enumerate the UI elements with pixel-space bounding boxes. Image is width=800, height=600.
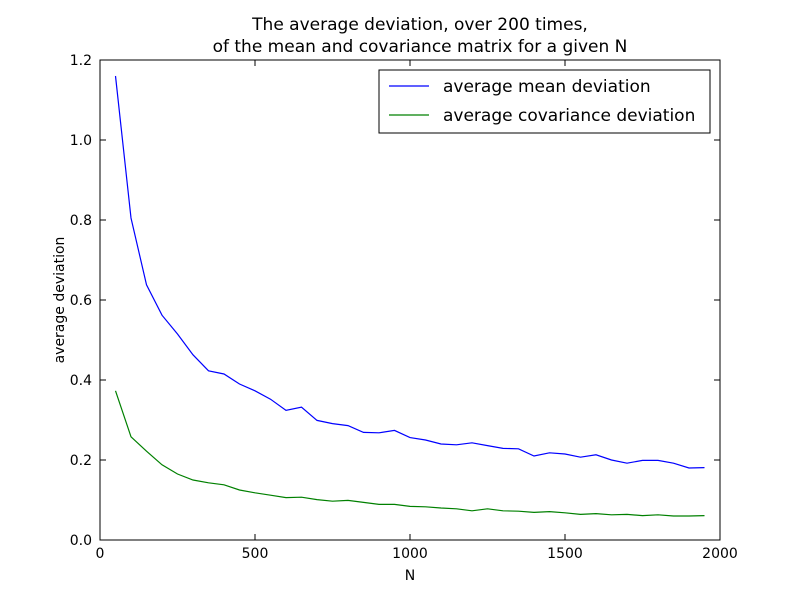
- chart-title-line2: of the mean and covariance matrix for a …: [213, 37, 628, 57]
- legend-label-mean: average mean deviation: [443, 77, 651, 97]
- tick-layer: 0 500 1000 1500 2000 0.0 0.2 0.4 0.6 0.8 1.0 1.2: [70, 53, 738, 562]
- x-axis-label: N: [405, 568, 415, 584]
- x-tick-label: 500: [242, 546, 269, 562]
- legend-label-covariance: average covariance deviation: [443, 106, 695, 126]
- y-axis-label: average deviation: [52, 237, 68, 364]
- x-tick-label: 2000: [702, 546, 738, 562]
- legend-box: [378, 69, 711, 134]
- legend: average mean deviation average covarianc…: [378, 69, 711, 134]
- x-tick-label: 0: [96, 546, 105, 562]
- y-tick-label: 1.2: [70, 53, 92, 69]
- chart-title-line1: The average deviation, over 200 times,: [251, 15, 588, 35]
- series-line-covariance: [114, 390, 705, 517]
- series-layer: [114, 75, 705, 517]
- y-tick-label: 0.0: [70, 533, 92, 549]
- x-tick-label: 1000: [392, 546, 428, 562]
- y-tick-label: 0.2: [70, 453, 92, 469]
- series-line-mean: [114, 75, 705, 469]
- x-tick-label: 1500: [547, 546, 583, 562]
- y-tick-label: 0.8: [70, 213, 92, 229]
- y-tick-label: 0.4: [70, 373, 92, 389]
- y-tick-label: 1.0: [70, 133, 92, 149]
- y-tick-label: 0.6: [70, 293, 92, 309]
